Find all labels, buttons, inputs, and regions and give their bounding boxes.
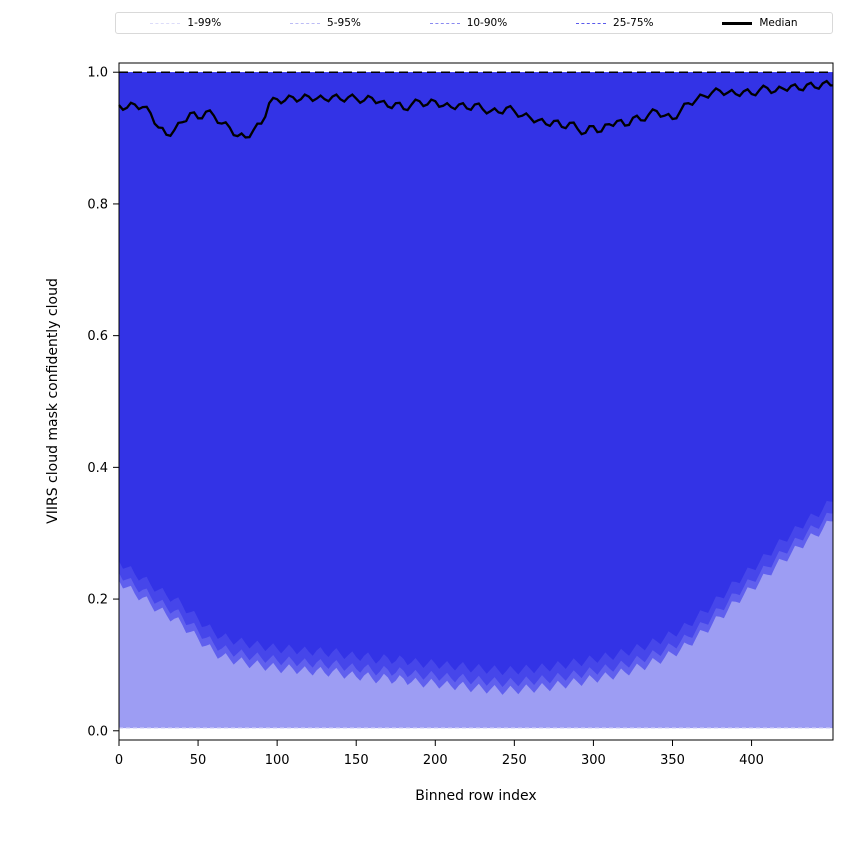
x-tick-label: 150: [344, 753, 369, 768]
legend-item: Median: [722, 17, 798, 29]
x-tick-label: 400: [739, 753, 764, 768]
band-1-99-legend-line-icon: [150, 22, 181, 24]
y-axis-label: VIIRS cloud mask confidently cloud: [45, 278, 61, 524]
band-25-75-legend-line-icon: [576, 22, 607, 24]
legend-label: 25-75%: [613, 17, 654, 29]
x-tick-label: 350: [660, 753, 685, 768]
legend-item: 10-90%: [429, 17, 508, 29]
band-25-75: [119, 72, 833, 676]
legend-item: 1-99%: [150, 17, 221, 29]
median-line: [118, 79, 833, 139]
x-tick-label: 100: [265, 753, 290, 768]
legend-label: Median: [759, 17, 798, 29]
y-tick-label: 0.8: [87, 197, 108, 212]
y-tick-label: 0.6: [87, 329, 108, 344]
plot-frame: [118, 62, 834, 741]
legend-label: 5-95%: [327, 17, 361, 29]
x-axis-label: Binned row index: [415, 788, 536, 804]
axes: 0 50 100 150 200 250 300 350 400 0.0 0.2 0.4 0.6 0.8 1…: [87, 62, 834, 768]
x-tick-label: 50: [190, 753, 207, 768]
median-legend-line-icon: [722, 21, 753, 25]
legend: 1-99% 5-95% 10-90% 25-75% Median: [115, 12, 833, 34]
band-5-95-legend-line-icon: [290, 22, 321, 24]
legend-item: 25-75%: [576, 17, 654, 29]
y-tick-label: 1.0: [87, 66, 108, 81]
y-tick-label: 0.4: [87, 461, 108, 476]
y-tick-label: 0.2: [87, 593, 108, 608]
legend-label: 10-90%: [466, 17, 508, 29]
x-tick-label: 250: [502, 753, 527, 768]
x-tick-label: 0: [115, 753, 123, 768]
legend-item: 5-95%: [290, 17, 361, 29]
legend-label: 1-99%: [187, 17, 222, 29]
plot-area: [118, 71, 833, 729]
x-tick-label: 200: [423, 753, 448, 768]
band-10-90-legend-line-icon: [429, 22, 460, 24]
y-tick-label: 0.0: [87, 724, 108, 739]
x-tick-label: 300: [581, 753, 606, 768]
